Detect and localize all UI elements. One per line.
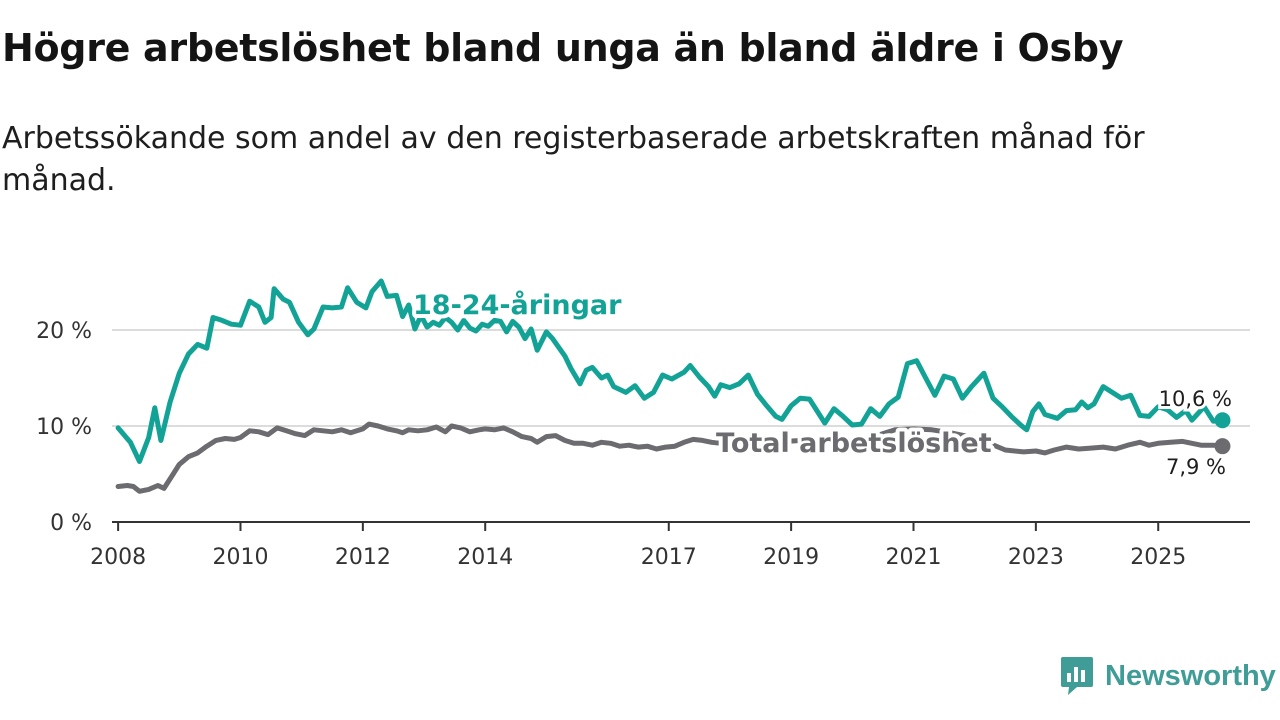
chart-subtitle: Arbetssökande som andel av den registerb… <box>2 121 1145 198</box>
gridlines <box>112 329 1250 427</box>
y-tick-label: 0 % <box>50 511 92 536</box>
x-tick-label: 2014 <box>457 545 513 570</box>
x-tick-label: 2008 <box>90 545 146 570</box>
youth-end-point <box>1214 412 1231 429</box>
x-tick-label: 2019 <box>763 545 819 570</box>
y-tick-label: 20 % <box>36 319 92 344</box>
total-series-line <box>115 421 1225 494</box>
brand-name: Newsworthy <box>1105 659 1276 692</box>
x-tick-label: 2023 <box>1008 545 1064 570</box>
y-tick-label: 10 % <box>36 415 92 440</box>
total-series-label: Total arbetslöshet <box>716 428 992 459</box>
youth-end-label: 10,6 % <box>1159 387 1232 411</box>
x-tick-label: 2025 <box>1130 545 1186 570</box>
brand-logo: Newsworthy <box>1059 655 1276 697</box>
x-tick-label: 2012 <box>335 545 391 570</box>
axes: 0 % 10 % 20 % 2008 2010 2012 2014 2017 2019 2021 2… <box>36 319 1250 570</box>
series-group <box>115 278 1231 494</box>
x-tick-label: 2021 <box>885 545 941 570</box>
x-tick-label: 2017 <box>641 545 697 570</box>
chart-title: Högre arbetslöshet bland unga än bland ä… <box>2 26 1124 70</box>
youth-series-line <box>115 278 1225 464</box>
total-end-point <box>1214 438 1231 455</box>
newsworthy-logo-icon <box>1061 657 1093 695</box>
x-tick-label: 2010 <box>212 545 268 570</box>
total-end-label: 7,9 % <box>1166 455 1226 479</box>
labels-group: 18-24-åringar Total arbetslöshet 10,6 % 7,9… <box>409 285 1235 482</box>
youth-series-label: 18-24-åringar <box>413 289 622 321</box>
